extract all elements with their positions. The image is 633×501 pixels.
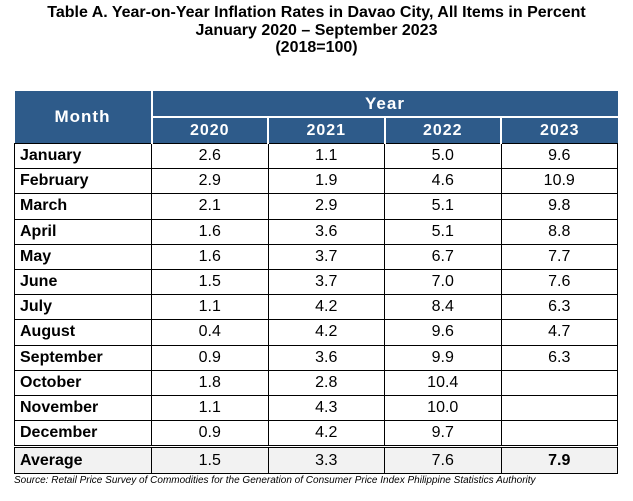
value-cell	[500, 394, 618, 422]
value-cell	[500, 369, 618, 396]
value-cell: 5.1	[384, 193, 502, 220]
average-value-cell: 3.3	[267, 445, 385, 475]
value-cell: 4.6	[384, 168, 502, 195]
table-row: February 2.9 1.9 4.6 10.9	[14, 168, 618, 195]
value-cell: 10.9	[500, 168, 618, 195]
value-cell: 9.6	[384, 319, 502, 346]
table-row: January 2.6 1.1 5.0 9.6	[14, 142, 618, 170]
month-cell: January	[14, 142, 152, 170]
table-row: November 1.1 4.3 10.0	[14, 394, 618, 422]
table-row: October 1.8 2.8 10.4	[14, 369, 618, 396]
table-subtitle-base: (2018=100)	[275, 39, 358, 56]
value-cell: 3.7	[267, 243, 385, 270]
value-cell: 7.7	[500, 243, 618, 270]
value-cell: 4.7	[500, 319, 618, 346]
value-cell: 10.4	[384, 369, 502, 396]
month-cell: September	[14, 344, 152, 371]
table-title: Table A. Year-on-Year Inflation Rates in…	[47, 4, 586, 21]
year-2022-header: 2022	[384, 117, 502, 144]
month-cell: April	[14, 218, 152, 245]
value-cell: 9.7	[384, 420, 502, 448]
table-row: June 1.5 3.7 7.0 7.6	[14, 268, 618, 296]
value-cell: 2.9	[267, 193, 385, 220]
value-cell: 5.1	[384, 218, 502, 245]
inflation-table: Month Year 2020 2021 2022 2023 January 2…	[14, 91, 618, 475]
value-cell: 3.7	[267, 268, 385, 296]
value-cell: 9.6	[500, 142, 618, 170]
value-cell	[500, 420, 618, 448]
value-cell: 0.4	[151, 319, 269, 346]
year-header: Year	[151, 91, 618, 118]
month-cell: August	[14, 319, 152, 346]
value-cell: 10.0	[384, 394, 502, 422]
value-cell: 8.8	[500, 218, 618, 245]
source-note: Source: Retail Price Survey of Commoditi…	[14, 475, 536, 486]
month-cell: June	[14, 268, 152, 296]
average-value-cell: 1.5	[151, 445, 269, 475]
table-row: May 1.6 3.7 6.7 7.7	[14, 243, 618, 270]
value-cell: 3.6	[267, 218, 385, 245]
month-cell: October	[14, 369, 152, 396]
month-cell: May	[14, 243, 152, 270]
year-2023-header: 2023	[501, 117, 618, 144]
month-cell: March	[14, 193, 152, 220]
month-header: Month	[14, 91, 153, 144]
value-cell: 4.3	[267, 394, 385, 422]
average-value-cell: 7.6	[384, 445, 502, 475]
value-cell: 2.6	[151, 142, 269, 170]
value-cell: 6.3	[500, 294, 618, 321]
value-cell: 2.1	[151, 193, 269, 220]
value-cell: 1.6	[151, 218, 269, 245]
value-cell: 1.5	[151, 268, 269, 296]
value-cell: 0.9	[151, 420, 269, 448]
month-cell: February	[14, 168, 152, 195]
value-cell: 1.8	[151, 369, 269, 396]
value-cell: 5.0	[384, 142, 502, 170]
value-cell: 4.2	[267, 420, 385, 448]
value-cell: 7.0	[384, 268, 502, 296]
average-label: Average	[14, 445, 152, 475]
year-2020-header: 2020	[151, 117, 269, 144]
value-cell: 2.8	[267, 369, 385, 396]
value-cell: 4.2	[267, 319, 385, 346]
value-cell: 6.3	[500, 344, 618, 371]
value-cell: 7.6	[500, 268, 618, 296]
year-2021-header: 2021	[268, 117, 386, 144]
table-row: July 1.1 4.2 8.4 6.3	[14, 294, 618, 321]
value-cell: 1.1	[151, 394, 269, 422]
average-row: Average 1.5 3.3 7.6 7.9	[14, 445, 618, 475]
value-cell: 9.8	[500, 193, 618, 220]
value-cell: 4.2	[267, 294, 385, 321]
month-cell: November	[14, 394, 152, 422]
value-cell: 1.6	[151, 243, 269, 270]
table-subtitle-period: January 2020 – September 2023	[195, 22, 438, 39]
value-cell: 0.9	[151, 344, 269, 371]
table-row: September 0.9 3.6 9.9 6.3	[14, 344, 618, 371]
month-cell: July	[14, 294, 152, 321]
value-cell: 1.1	[151, 294, 269, 321]
month-cell: December	[14, 420, 152, 448]
value-cell: 3.6	[267, 344, 385, 371]
value-cell: 2.9	[151, 168, 269, 195]
value-cell: 8.4	[384, 294, 502, 321]
value-cell: 1.1	[267, 142, 385, 170]
value-cell: 1.9	[267, 168, 385, 195]
table-row: March 2.1 2.9 5.1 9.8	[14, 193, 618, 220]
table-row: December 0.9 4.2 9.7	[14, 420, 618, 448]
table-row: August 0.4 4.2 9.6 4.7	[14, 319, 618, 346]
average-value-cell: 7.9	[500, 445, 618, 475]
value-cell: 9.9	[384, 344, 502, 371]
value-cell: 6.7	[384, 243, 502, 270]
table-row: April 1.6 3.6 5.1 8.8	[14, 218, 618, 245]
